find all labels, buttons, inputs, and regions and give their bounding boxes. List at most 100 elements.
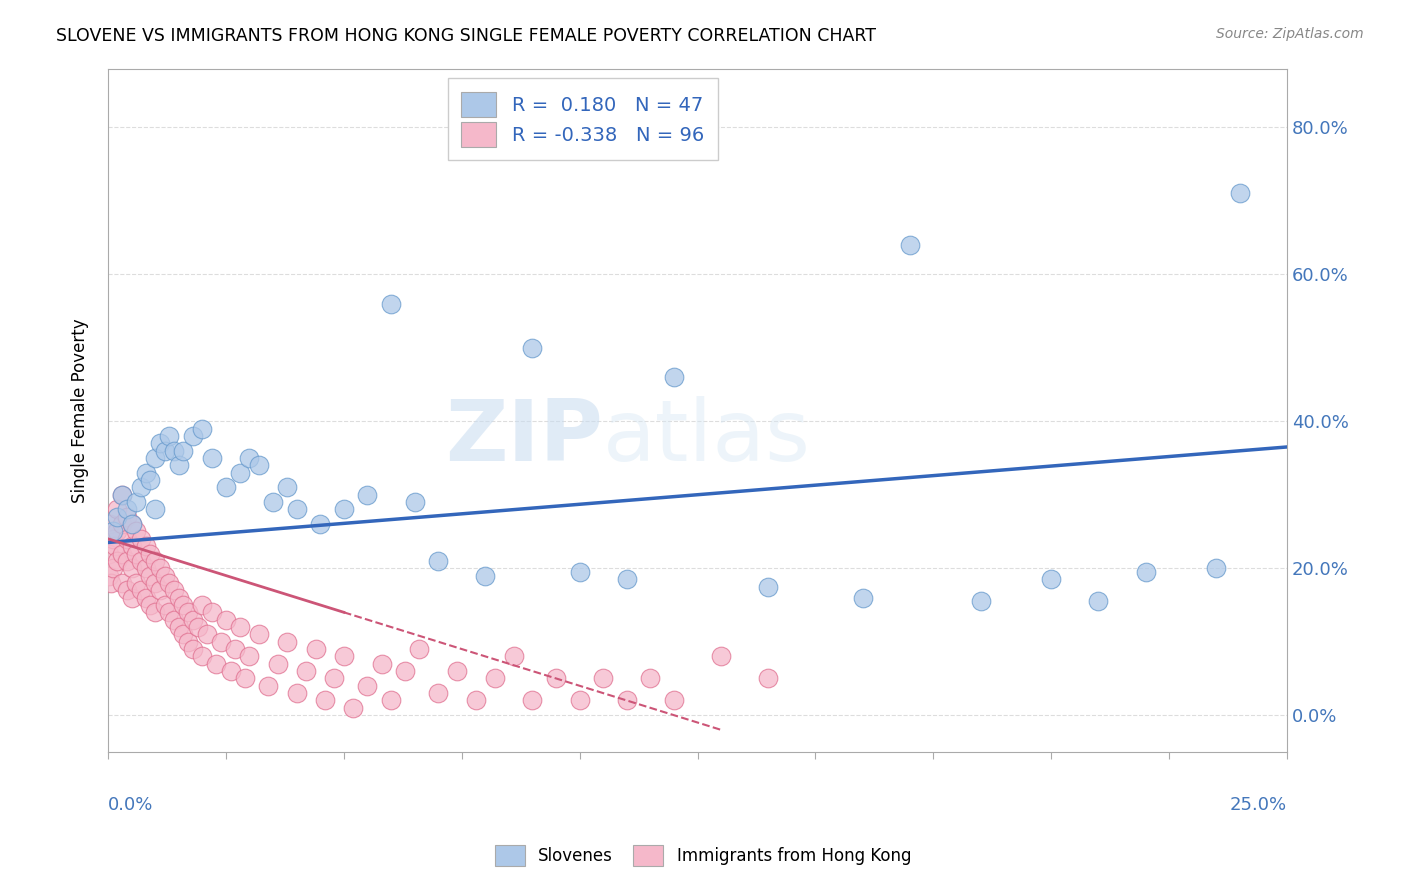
Point bbox=[215, 480, 238, 494]
Point bbox=[233, 672, 256, 686]
Point bbox=[616, 572, 638, 586]
Point bbox=[135, 561, 157, 575]
Point bbox=[592, 672, 614, 686]
Text: SLOVENE VS IMMIGRANTS FROM HONG KONG SINGLE FEMALE POVERTY CORRELATION CHART: SLOVENE VS IMMIGRANTS FROM HONG KONG SIN… bbox=[56, 27, 876, 45]
Point bbox=[107, 524, 129, 539]
Point bbox=[172, 598, 194, 612]
Point bbox=[342, 701, 364, 715]
Point bbox=[756, 672, 779, 686]
Point bbox=[484, 672, 506, 686]
Point bbox=[464, 693, 486, 707]
Point bbox=[167, 458, 190, 473]
Point bbox=[1229, 186, 1251, 201]
Point bbox=[111, 488, 134, 502]
Point bbox=[257, 679, 280, 693]
Point bbox=[115, 502, 138, 516]
Point bbox=[356, 679, 378, 693]
Point bbox=[187, 620, 209, 634]
Point bbox=[380, 296, 402, 310]
Point bbox=[121, 517, 143, 532]
Point bbox=[153, 598, 176, 612]
Point bbox=[394, 664, 416, 678]
Point bbox=[380, 693, 402, 707]
Point bbox=[247, 458, 270, 473]
Point bbox=[1040, 572, 1063, 586]
Point bbox=[125, 495, 148, 509]
Point bbox=[135, 591, 157, 605]
Point bbox=[238, 450, 260, 465]
Point bbox=[143, 450, 166, 465]
Point bbox=[157, 429, 180, 443]
Point bbox=[115, 532, 138, 546]
Point bbox=[172, 627, 194, 641]
Point bbox=[153, 443, 176, 458]
Point bbox=[125, 524, 148, 539]
Point bbox=[121, 591, 143, 605]
Point bbox=[163, 583, 186, 598]
Point bbox=[710, 649, 733, 664]
Point bbox=[568, 565, 591, 579]
Point bbox=[276, 634, 298, 648]
Point bbox=[111, 517, 134, 532]
Point bbox=[139, 473, 162, 487]
Point bbox=[181, 642, 204, 657]
Point bbox=[129, 583, 152, 598]
Point bbox=[121, 517, 143, 532]
Point bbox=[100, 575, 122, 590]
Point bbox=[262, 495, 284, 509]
Point bbox=[139, 547, 162, 561]
Point bbox=[115, 554, 138, 568]
Point bbox=[129, 480, 152, 494]
Point bbox=[219, 664, 242, 678]
Point bbox=[97, 547, 120, 561]
Point bbox=[323, 672, 346, 686]
Point bbox=[107, 502, 129, 516]
Point bbox=[181, 613, 204, 627]
Point bbox=[107, 509, 129, 524]
Text: Source: ZipAtlas.com: Source: ZipAtlas.com bbox=[1216, 27, 1364, 41]
Point bbox=[101, 561, 124, 575]
Point bbox=[98, 517, 121, 532]
Legend: Slovenes, Immigrants from Hong Kong: Slovenes, Immigrants from Hong Kong bbox=[486, 837, 920, 875]
Point bbox=[568, 693, 591, 707]
Point bbox=[143, 502, 166, 516]
Point bbox=[427, 554, 450, 568]
Text: atlas: atlas bbox=[603, 396, 811, 479]
Point bbox=[1205, 561, 1227, 575]
Point bbox=[157, 575, 180, 590]
Point bbox=[544, 672, 567, 686]
Point bbox=[111, 547, 134, 561]
Point bbox=[121, 561, 143, 575]
Point bbox=[163, 613, 186, 627]
Point bbox=[205, 657, 228, 671]
Point bbox=[969, 594, 991, 608]
Point bbox=[139, 568, 162, 582]
Point bbox=[121, 539, 143, 553]
Point bbox=[135, 539, 157, 553]
Point bbox=[149, 436, 172, 450]
Point bbox=[139, 598, 162, 612]
Point bbox=[474, 568, 496, 582]
Text: 25.0%: 25.0% bbox=[1230, 797, 1286, 814]
Point bbox=[427, 686, 450, 700]
Point bbox=[852, 591, 875, 605]
Point bbox=[201, 450, 224, 465]
Point bbox=[191, 649, 214, 664]
Legend: R =  0.180   N = 47, R = -0.338   N = 96: R = 0.180 N = 47, R = -0.338 N = 96 bbox=[449, 78, 718, 161]
Point bbox=[238, 649, 260, 664]
Point bbox=[129, 554, 152, 568]
Point bbox=[404, 495, 426, 509]
Point bbox=[285, 686, 308, 700]
Point bbox=[101, 524, 124, 539]
Point bbox=[167, 620, 190, 634]
Point bbox=[209, 634, 232, 648]
Point bbox=[662, 370, 685, 384]
Point bbox=[167, 591, 190, 605]
Point bbox=[522, 693, 544, 707]
Point bbox=[195, 627, 218, 641]
Point bbox=[898, 238, 921, 252]
Point bbox=[172, 443, 194, 458]
Text: ZIP: ZIP bbox=[446, 396, 603, 479]
Point bbox=[115, 509, 138, 524]
Point bbox=[370, 657, 392, 671]
